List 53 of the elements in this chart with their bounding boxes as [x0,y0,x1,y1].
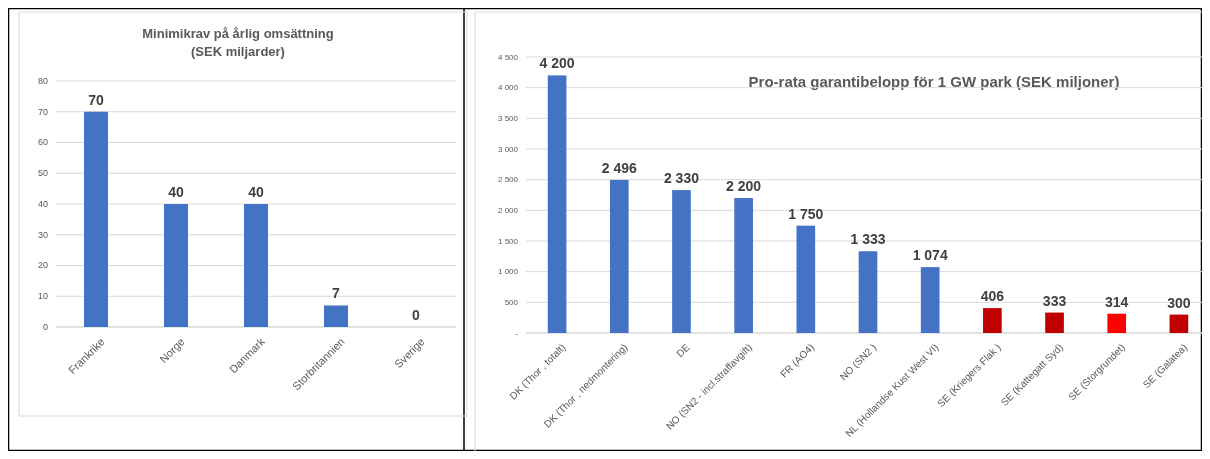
bar [1169,314,1189,333]
y-tick-label: 3 000 [497,144,519,154]
y-tick-label: 1 000 [497,267,519,277]
y-tick-label: 1 500 [497,236,519,246]
data-label: 1 333 [850,231,886,248]
data-label: 314 [1105,293,1129,310]
data-label: 2 496 [601,159,637,176]
y-tick-label: 4 500 [497,52,519,62]
data-label: 7 [332,285,341,302]
data-label: 300 [1167,294,1191,311]
x-tick-label: DE [674,341,693,360]
y-tick-label: 20 [37,260,48,271]
bar [672,190,691,333]
data-label: 2 330 [663,170,700,187]
y-tick-label: 80 [37,75,48,86]
data-label: 70 [88,91,104,108]
bar [84,111,108,327]
data-label: 1 750 [788,205,824,222]
bar [324,305,348,327]
data-label: 2 200 [726,178,762,195]
y-tick-label: 3 500 [497,113,519,123]
bar [547,75,567,333]
bar [920,267,940,333]
bar [609,179,629,333]
y-tick-label: 0 [42,321,48,332]
y-tick-label: 10 [37,291,48,302]
bar [1045,312,1064,333]
y-tick-label: 30 [37,229,48,240]
bar [858,251,878,333]
data-label: 4 200 [539,55,575,72]
bar [796,225,816,333]
y-tick-label: 40 [37,198,48,209]
y-tick-label: 500 [504,297,519,307]
bar [164,204,188,327]
bar [734,198,753,333]
bar [983,308,1002,333]
y-tick-label: 60 [37,137,48,148]
y-tick-label: 2 000 [497,205,519,215]
data-label: 40 [168,184,184,200]
y-tick-label: 4 000 [497,83,519,93]
y-tick-label: 50 [37,168,48,179]
data-label: 0 [412,307,421,323]
y-tick-label: 2 500 [497,175,519,185]
data-label: 406 [980,288,1005,305]
data-label: 40 [248,184,264,200]
chart-title: Minimikrav på årlig omsättning (SEK miljarder) [142,26,334,59]
data-label: 1 074 [912,247,948,264]
y-tick-label: - [515,328,519,338]
text: Pro-rata garantibelopp för 1 GW park (SEK miljoner) [748,73,1120,90]
bar [244,204,268,327]
data-label: 333 [1042,292,1067,309]
bar [1107,313,1127,333]
y-tick-label: 70 [37,106,48,117]
